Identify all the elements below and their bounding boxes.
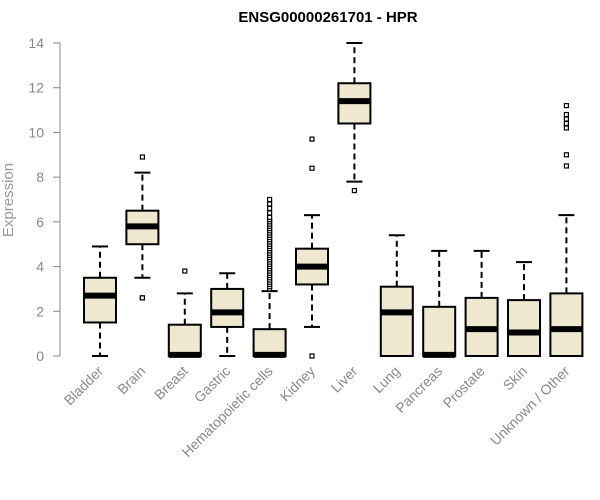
outlier-point [563,152,570,158]
y-tick-label: 14 [28,35,44,51]
outlier-point [563,111,570,118]
x-tick-label: Breast [151,363,191,403]
outlier-point [267,196,273,203]
x-tick-label: Pancreas [392,363,445,416]
outlier-point [267,201,273,207]
outlier-point [563,116,570,122]
x-tick-label: Brain [114,363,148,397]
outlier-point [309,353,315,359]
outlier-point [309,165,315,171]
box-breast [167,268,202,358]
outlier-point [351,187,357,194]
iqr-box [379,285,414,358]
iqr-box [549,292,584,357]
iqr-box [167,323,202,358]
y-tick-label: 12 [28,80,44,96]
iqr-box [210,287,245,328]
outlier-point [563,163,570,169]
y-axis-title: Expression [0,163,17,237]
y-tick-label: 6 [36,214,44,230]
outlier-point [267,214,273,220]
chart-title: ENSG00000261701 - HPR [238,9,417,26]
y-tick-label: 10 [28,124,44,140]
outlier-point [267,210,273,216]
x-tick-label: Unknown / Other [487,363,573,449]
box-gastric [210,272,245,357]
y-tick-label: 2 [36,303,44,319]
box-lung [379,234,414,358]
x-tick-label: Skin [500,363,531,394]
box-prostate [464,249,499,357]
box-skin [507,261,541,358]
x-tick-label: Liver [328,363,361,396]
box-unknown-other [549,102,584,357]
outlier-point [182,268,188,274]
iqr-box [252,328,287,357]
x-tick-label: Lung [370,363,403,396]
box-liver [337,42,372,194]
x-tick-label: Bladder [61,363,107,409]
outlier-point [139,154,145,160]
iqr-box [422,305,457,358]
outlier-point [139,295,145,301]
box-hematopoietic-cells [252,196,287,358]
box-kidney [295,136,329,359]
box-brain [125,154,160,301]
outlier-point [563,125,570,131]
x-tick-label: Prostate [440,363,488,411]
box-pancreas [422,249,457,358]
x-tick-label: Kidney [277,363,319,405]
box-bladder [83,245,117,357]
y-tick-label: 8 [36,169,44,185]
iqr-box [83,276,117,324]
iqr-box [507,299,541,358]
boxes-group [83,42,584,359]
y-axis: 0 2 4 6 8 10 12 14 [28,35,61,364]
y-tick-label: 4 [36,259,44,275]
outlier-point [563,120,570,127]
outlier-point [563,102,570,109]
outlier-point [309,136,315,142]
y-tick-label: 0 [36,348,44,364]
outlier-point [267,205,273,212]
